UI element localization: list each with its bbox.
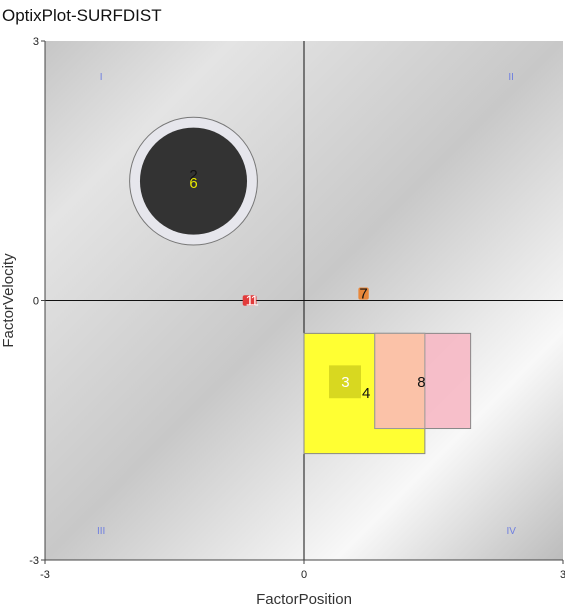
marker-1-square[interactable] xyxy=(242,295,257,306)
marker-7-square[interactable] xyxy=(358,287,369,300)
marker-8-overlap xyxy=(374,332,426,430)
x-axis-title: FactorPosition xyxy=(256,591,352,608)
marker-3-label: 3 xyxy=(341,374,349,391)
marker-6-label: 6 xyxy=(189,175,197,192)
marker-7-label: 7 xyxy=(359,286,367,303)
marker-1-label: 1 xyxy=(245,293,253,310)
quadrant-label: II xyxy=(508,72,514,83)
y-tick-label: -3 xyxy=(29,555,39,567)
y-tick-label: 3 xyxy=(33,36,39,48)
x-tick-label: -3 xyxy=(40,569,50,581)
marker-3-inner xyxy=(329,365,361,399)
window-title: OptixPlot-SURFDIST xyxy=(2,6,162,25)
marker-6-circle[interactable] xyxy=(139,127,248,235)
x-tick-label: 3 xyxy=(560,569,565,581)
marker-1b-label: 1 xyxy=(250,293,258,310)
quadrant-label: I xyxy=(100,72,103,83)
marker-4-label: 4 xyxy=(362,385,370,402)
y-tick-label: 0 xyxy=(33,296,39,308)
marker-8-label: 8 xyxy=(417,374,425,391)
quadrant-label: III xyxy=(97,526,105,537)
marker-2-label: 2 xyxy=(189,167,197,184)
quadrant-label: IV xyxy=(506,526,516,537)
y-axis-title: FactorVelocity xyxy=(0,253,17,348)
x-tick-label: 0 xyxy=(301,569,307,581)
